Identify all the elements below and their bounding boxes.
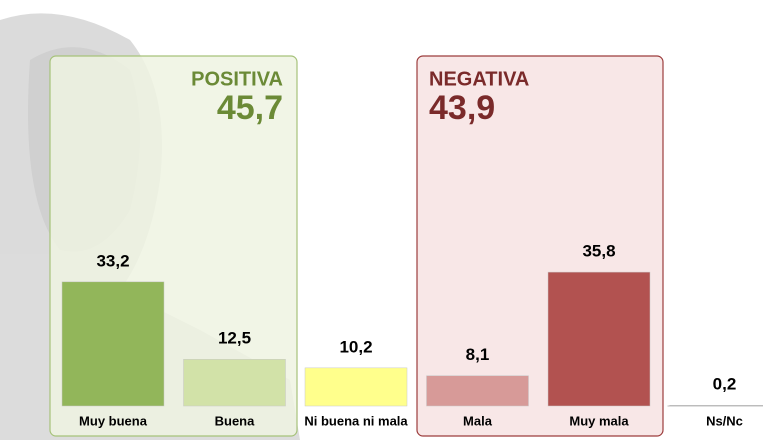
value-label: 33,2 [96, 251, 129, 270]
category-label: Ns/Nc [706, 413, 743, 428]
bar [669, 405, 763, 407]
bar [304, 367, 408, 407]
value-label: 8,1 [466, 345, 490, 364]
value-label: 10,2 [339, 337, 372, 356]
group-name: POSITIVA [191, 68, 283, 90]
bar [547, 271, 651, 407]
value-label: 35,8 [582, 242, 615, 261]
value-label: 12,5 [218, 329, 251, 348]
group-total: 43,9 [429, 89, 495, 127]
value-label: 0,2 [713, 375, 737, 394]
group-name: NEGATIVA [429, 68, 529, 90]
category-label: Muy mala [569, 413, 629, 428]
group-total: 45,7 [217, 89, 283, 127]
bar [183, 359, 286, 407]
category-label: Muy buena [79, 413, 148, 428]
category-label: Ni buena ni mala [304, 413, 408, 428]
bar [426, 375, 529, 407]
category-label: Buena [215, 413, 256, 428]
category-label: Mala [463, 413, 493, 428]
bar [61, 281, 165, 407]
